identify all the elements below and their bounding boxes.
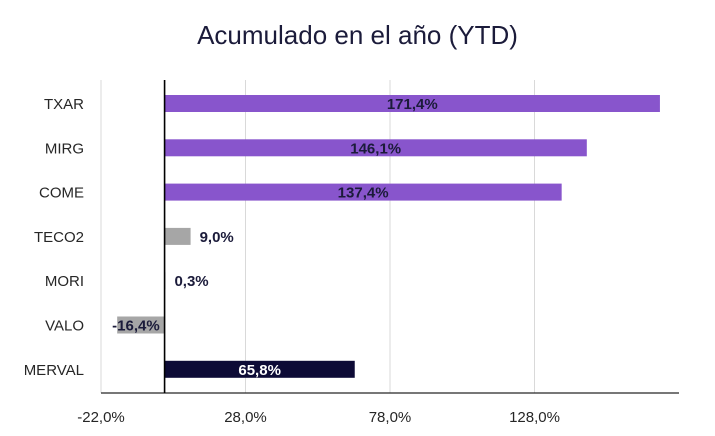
category-label: TXAR bbox=[44, 96, 84, 113]
data-label: -16,4% bbox=[112, 318, 160, 335]
x-tick-label: -22,0% bbox=[77, 409, 125, 426]
x-tick-label: 28,0% bbox=[224, 409, 267, 426]
category-label: TECO2 bbox=[34, 229, 84, 246]
bar-mirg bbox=[164, 139, 587, 157]
category-label: MORI bbox=[45, 273, 84, 290]
x-tick-label: 128,0% bbox=[509, 409, 560, 426]
bar-come bbox=[164, 183, 562, 201]
chart-title: Acumulado en el año (YTD) bbox=[197, 20, 518, 50]
bar-txar bbox=[164, 95, 660, 112]
bar-merval bbox=[164, 360, 355, 378]
data-label: 171,4% bbox=[387, 96, 438, 113]
category-label: MERVAL bbox=[24, 362, 84, 379]
data-label: 65,8% bbox=[238, 362, 281, 379]
bar-valo bbox=[117, 316, 165, 334]
data-label: 137,4% bbox=[338, 185, 389, 202]
category-label: MIRG bbox=[45, 140, 84, 157]
data-label: 9,0% bbox=[200, 229, 234, 246]
bar-teco2 bbox=[164, 227, 191, 245]
data-label: 0,3% bbox=[174, 273, 208, 290]
x-tick-label: 78,0% bbox=[369, 409, 412, 426]
data-label: 146,1% bbox=[350, 140, 401, 157]
category-label: COME bbox=[39, 185, 84, 202]
category-label: VALO bbox=[45, 318, 84, 335]
